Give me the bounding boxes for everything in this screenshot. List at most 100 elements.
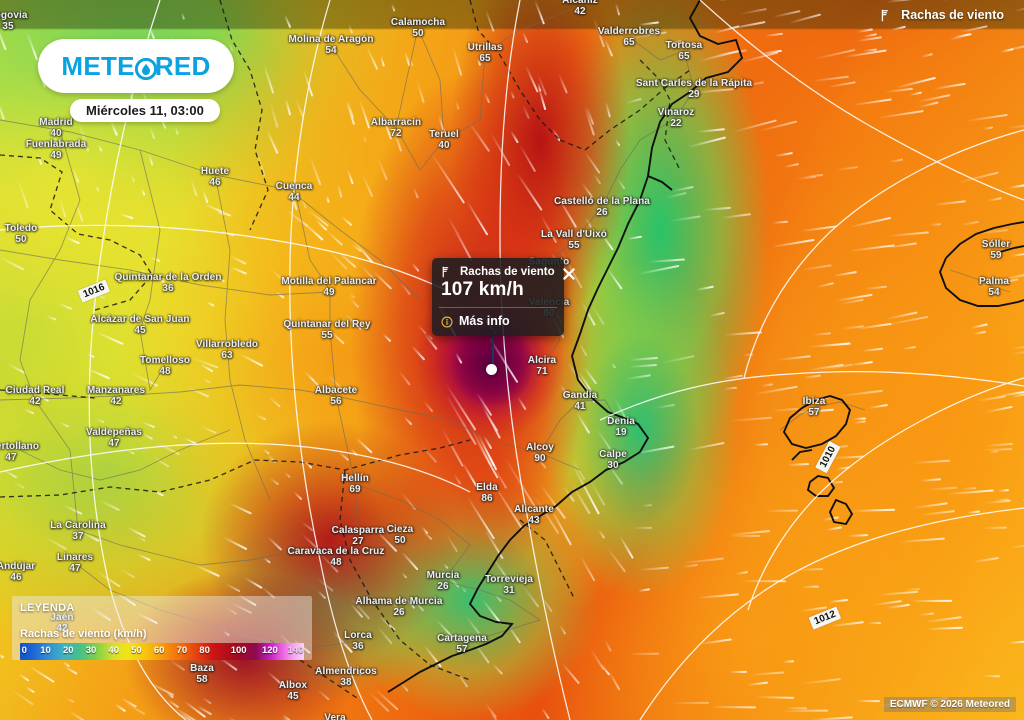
city-gust-value: 42	[574, 6, 586, 17]
city-gust-value: 50	[394, 535, 406, 546]
city-name: Quintanar del Rey	[283, 319, 371, 330]
city-label: Cieza 50	[387, 524, 414, 546]
city-label: Manzanares 42	[87, 385, 145, 407]
city-gust-value: 38	[340, 677, 352, 688]
city-label: Villarrobledo 63	[196, 339, 258, 361]
city-name: Toledo	[4, 223, 38, 234]
city-gust-value: 90	[534, 453, 546, 464]
city-name: Elda	[476, 482, 498, 493]
forecast-datetime-chip[interactable]: Miércoles 11, 03:00	[70, 99, 220, 122]
city-gust-value: 26	[393, 607, 405, 618]
city-gust-value: 48	[330, 557, 342, 568]
city-label: Castelló de la Plana 26	[554, 196, 650, 218]
city-name: Alhama de Murcia	[355, 596, 443, 607]
legend-tick: 60	[153, 645, 165, 656]
info-circle-icon	[441, 315, 453, 328]
city-gust-value: 29	[688, 89, 700, 100]
city-gust-value: 42	[110, 396, 122, 407]
city-name: Vera	[324, 712, 346, 720]
city-gust-value: 57	[808, 407, 820, 418]
city-gust-value: 46	[10, 572, 22, 583]
city-name: Vinaroz	[657, 107, 695, 118]
city-name: Gandía	[562, 390, 598, 401]
legend-panel: LEYENDA Rachas de viento (km/h) 0 10 20 30 4…	[12, 596, 312, 660]
city-name: Alcañiz	[562, 0, 598, 6]
city-label: Alcira 71	[528, 355, 556, 377]
city-label: Caravaca de la Cruz 48	[288, 546, 385, 568]
city-label: Ciudad Real 42	[6, 385, 65, 407]
city-name: Castelló de la Plana	[554, 196, 650, 207]
logo-text-right: RED	[154, 50, 211, 81]
city-label: Molina de Aragón 54	[288, 34, 373, 56]
city-name: Villarrobledo	[195, 339, 259, 350]
city-label: Vera	[324, 713, 346, 720]
selected-point-marker[interactable]	[486, 364, 497, 375]
city-gust-value: 55	[321, 330, 333, 341]
city-label: Vinaroz 22	[658, 107, 695, 129]
popup-value: 107 km/h	[441, 279, 524, 300]
city-label: La Vall d'Uixó 55	[541, 229, 607, 251]
city-gust-value: 56	[330, 396, 342, 407]
city-gust-value: 55	[568, 240, 580, 251]
selected-point-stem	[492, 330, 494, 368]
city-label: Alcázar de San Juan 45	[90, 314, 189, 336]
city-gust-value: 54	[988, 287, 1000, 298]
city-label: Huete 46	[201, 166, 229, 188]
city-gust-value: 44	[288, 192, 300, 203]
logo-text-left: METE	[61, 50, 135, 81]
city-name: Albox	[278, 680, 308, 691]
city-name: Calasparra	[331, 525, 385, 536]
layer-title: Rachas de viento	[901, 8, 1004, 22]
city-label: Quintanar del Rey 55	[283, 319, 370, 341]
city-label: Calamocha 50	[391, 17, 445, 39]
city-label: La Carolina 37	[50, 520, 106, 542]
wind-flag-icon	[441, 265, 454, 278]
city-name: Ciudad Real	[5, 385, 65, 396]
city-label: Toledo 50	[5, 223, 38, 245]
city-name: Denia	[607, 416, 635, 427]
city-label: Almendricos 38	[315, 666, 377, 688]
city-label: Segovia35	[0, 10, 28, 32]
city-name: Linares	[56, 552, 94, 563]
city-name: Hellín	[341, 473, 369, 484]
city-gust-value: 37	[72, 531, 84, 542]
city-label: Ibiza 57	[803, 396, 826, 418]
city-label: Linares 47	[57, 552, 93, 574]
city-gust-value: 69	[349, 484, 361, 495]
city-label: Andújar 46	[0, 561, 35, 583]
city-name: Teruel	[429, 129, 459, 140]
legend-subtitle: Rachas de viento (km/h)	[20, 628, 147, 640]
legend-tick: 50	[131, 645, 142, 656]
city-name: Alcoy	[526, 442, 554, 453]
city-label: Lorca 36	[344, 630, 372, 652]
city-label: Palma 54	[979, 276, 1009, 298]
city-name: Tomelloso	[139, 355, 191, 366]
meteored-logo[interactable]: METE RED	[38, 39, 234, 93]
city-gust-value: 19	[615, 427, 627, 438]
city-label: Sóller 59	[982, 239, 1010, 261]
legend-tick: 80	[199, 645, 210, 656]
popup-header: Rachas de viento	[432, 258, 564, 279]
legend-tick: 40	[108, 645, 120, 656]
city-name: Motilla del Palancar	[281, 276, 377, 287]
city-name: Andújar	[0, 561, 36, 572]
map-topbar: Rachas de viento	[0, 0, 1024, 30]
city-label: Cuenca 44	[276, 181, 313, 203]
legend-tick: 70	[176, 645, 188, 656]
close-icon[interactable]	[561, 266, 577, 282]
more-info-button[interactable]: Más info	[432, 308, 564, 336]
gust-value-popup[interactable]: Rachas de viento 107 km/h Más info	[432, 258, 564, 336]
city-gust-value: 35	[2, 21, 14, 32]
logo-wordmark: METE RED	[61, 51, 210, 82]
city-gust-value: 65	[479, 53, 491, 64]
city-name: Murcia	[426, 570, 460, 581]
city-gust-value: 57	[456, 644, 468, 655]
map-attribution: ECMWF © 2026 Meteored	[883, 697, 1016, 712]
city-label: Albarracín 72	[371, 117, 421, 139]
city-gust-value: 40	[50, 128, 62, 139]
city-label: Alcañiz 42	[562, 0, 598, 17]
city-label: Tomelloso 48	[140, 355, 190, 377]
city-gust-value: 71	[536, 366, 548, 377]
city-gust-value: 65	[678, 51, 690, 62]
